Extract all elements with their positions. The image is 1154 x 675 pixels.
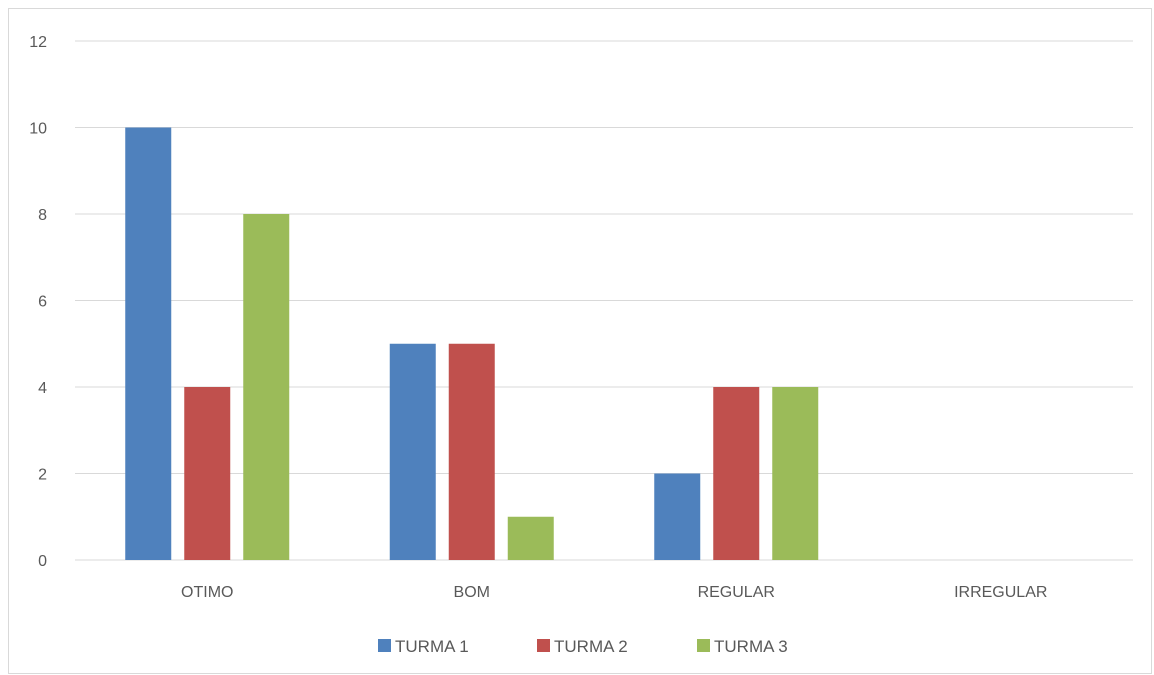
legend-swatch-turma-3 xyxy=(697,639,710,652)
bar-otimo-turma-1 xyxy=(125,127,172,560)
legend-label: TURMA 3 xyxy=(714,637,788,656)
y-tick-label: 6 xyxy=(38,294,47,311)
y-tick-label: 10 xyxy=(29,121,47,138)
gridlines xyxy=(75,40,1133,561)
x-category-label: REGULAR xyxy=(698,584,775,601)
y-tick-label: 4 xyxy=(38,380,47,397)
legend-swatch-turma-1 xyxy=(378,639,391,652)
y-tick-label: 12 xyxy=(29,34,47,51)
bar-regular-turma-3 xyxy=(772,387,819,560)
bar-bom-turma-1 xyxy=(389,343,436,560)
chart-frame xyxy=(8,8,1152,674)
y-tick-label: 0 xyxy=(38,553,47,570)
y-tick-label: 2 xyxy=(38,467,47,484)
bar-bom-turma-3 xyxy=(507,516,554,560)
x-category-label: IRREGULAR xyxy=(954,584,1047,601)
legend-swatch-turma-2 xyxy=(537,639,550,652)
legend-label: TURMA 2 xyxy=(554,637,628,656)
x-category-label: BOM xyxy=(454,584,490,601)
bar-regular-turma-2 xyxy=(713,387,760,560)
bars xyxy=(125,127,819,560)
x-category-label: OTIMO xyxy=(181,584,233,601)
y-axis-tick-labels: 0 2 4 6 8 10 12 xyxy=(29,34,47,570)
bar-regular-turma-1 xyxy=(654,473,701,560)
legend: TURMA 1 TURMA 2 TURMA 3 xyxy=(378,637,788,656)
bar-otimo-turma-2 xyxy=(184,387,231,560)
legend-label: TURMA 1 xyxy=(395,637,469,656)
bar-bom-turma-2 xyxy=(448,343,495,560)
bar-otimo-turma-3 xyxy=(243,214,290,560)
x-axis-category-labels: OTIMO BOM REGULAR IRREGULAR xyxy=(181,584,1047,601)
y-tick-label: 8 xyxy=(38,207,47,224)
